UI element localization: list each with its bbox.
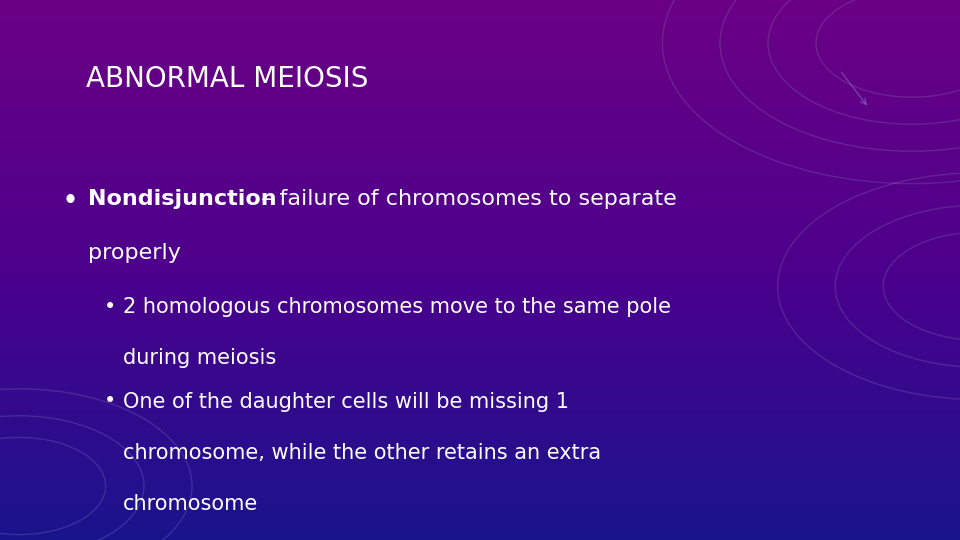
Text: •: • [62, 189, 78, 213]
Text: 2 homologous chromosomes move to the same pole: 2 homologous chromosomes move to the sam… [123, 297, 671, 317]
Text: One of the daughter cells will be missing 1: One of the daughter cells will be missin… [123, 392, 569, 411]
Text: •: • [104, 297, 116, 317]
Text: Nondisjunction: Nondisjunction [88, 189, 276, 209]
Text: properly: properly [88, 243, 181, 263]
Text: – failure of chromosomes to separate: – failure of chromosomes to separate [254, 189, 677, 209]
Text: ABNORMAL MEIOSIS: ABNORMAL MEIOSIS [86, 65, 369, 93]
Text: chromosome, while the other retains an extra: chromosome, while the other retains an e… [123, 443, 601, 463]
Text: •: • [104, 392, 116, 411]
Text: during meiosis: during meiosis [123, 348, 276, 368]
Text: chromosome: chromosome [123, 494, 258, 514]
